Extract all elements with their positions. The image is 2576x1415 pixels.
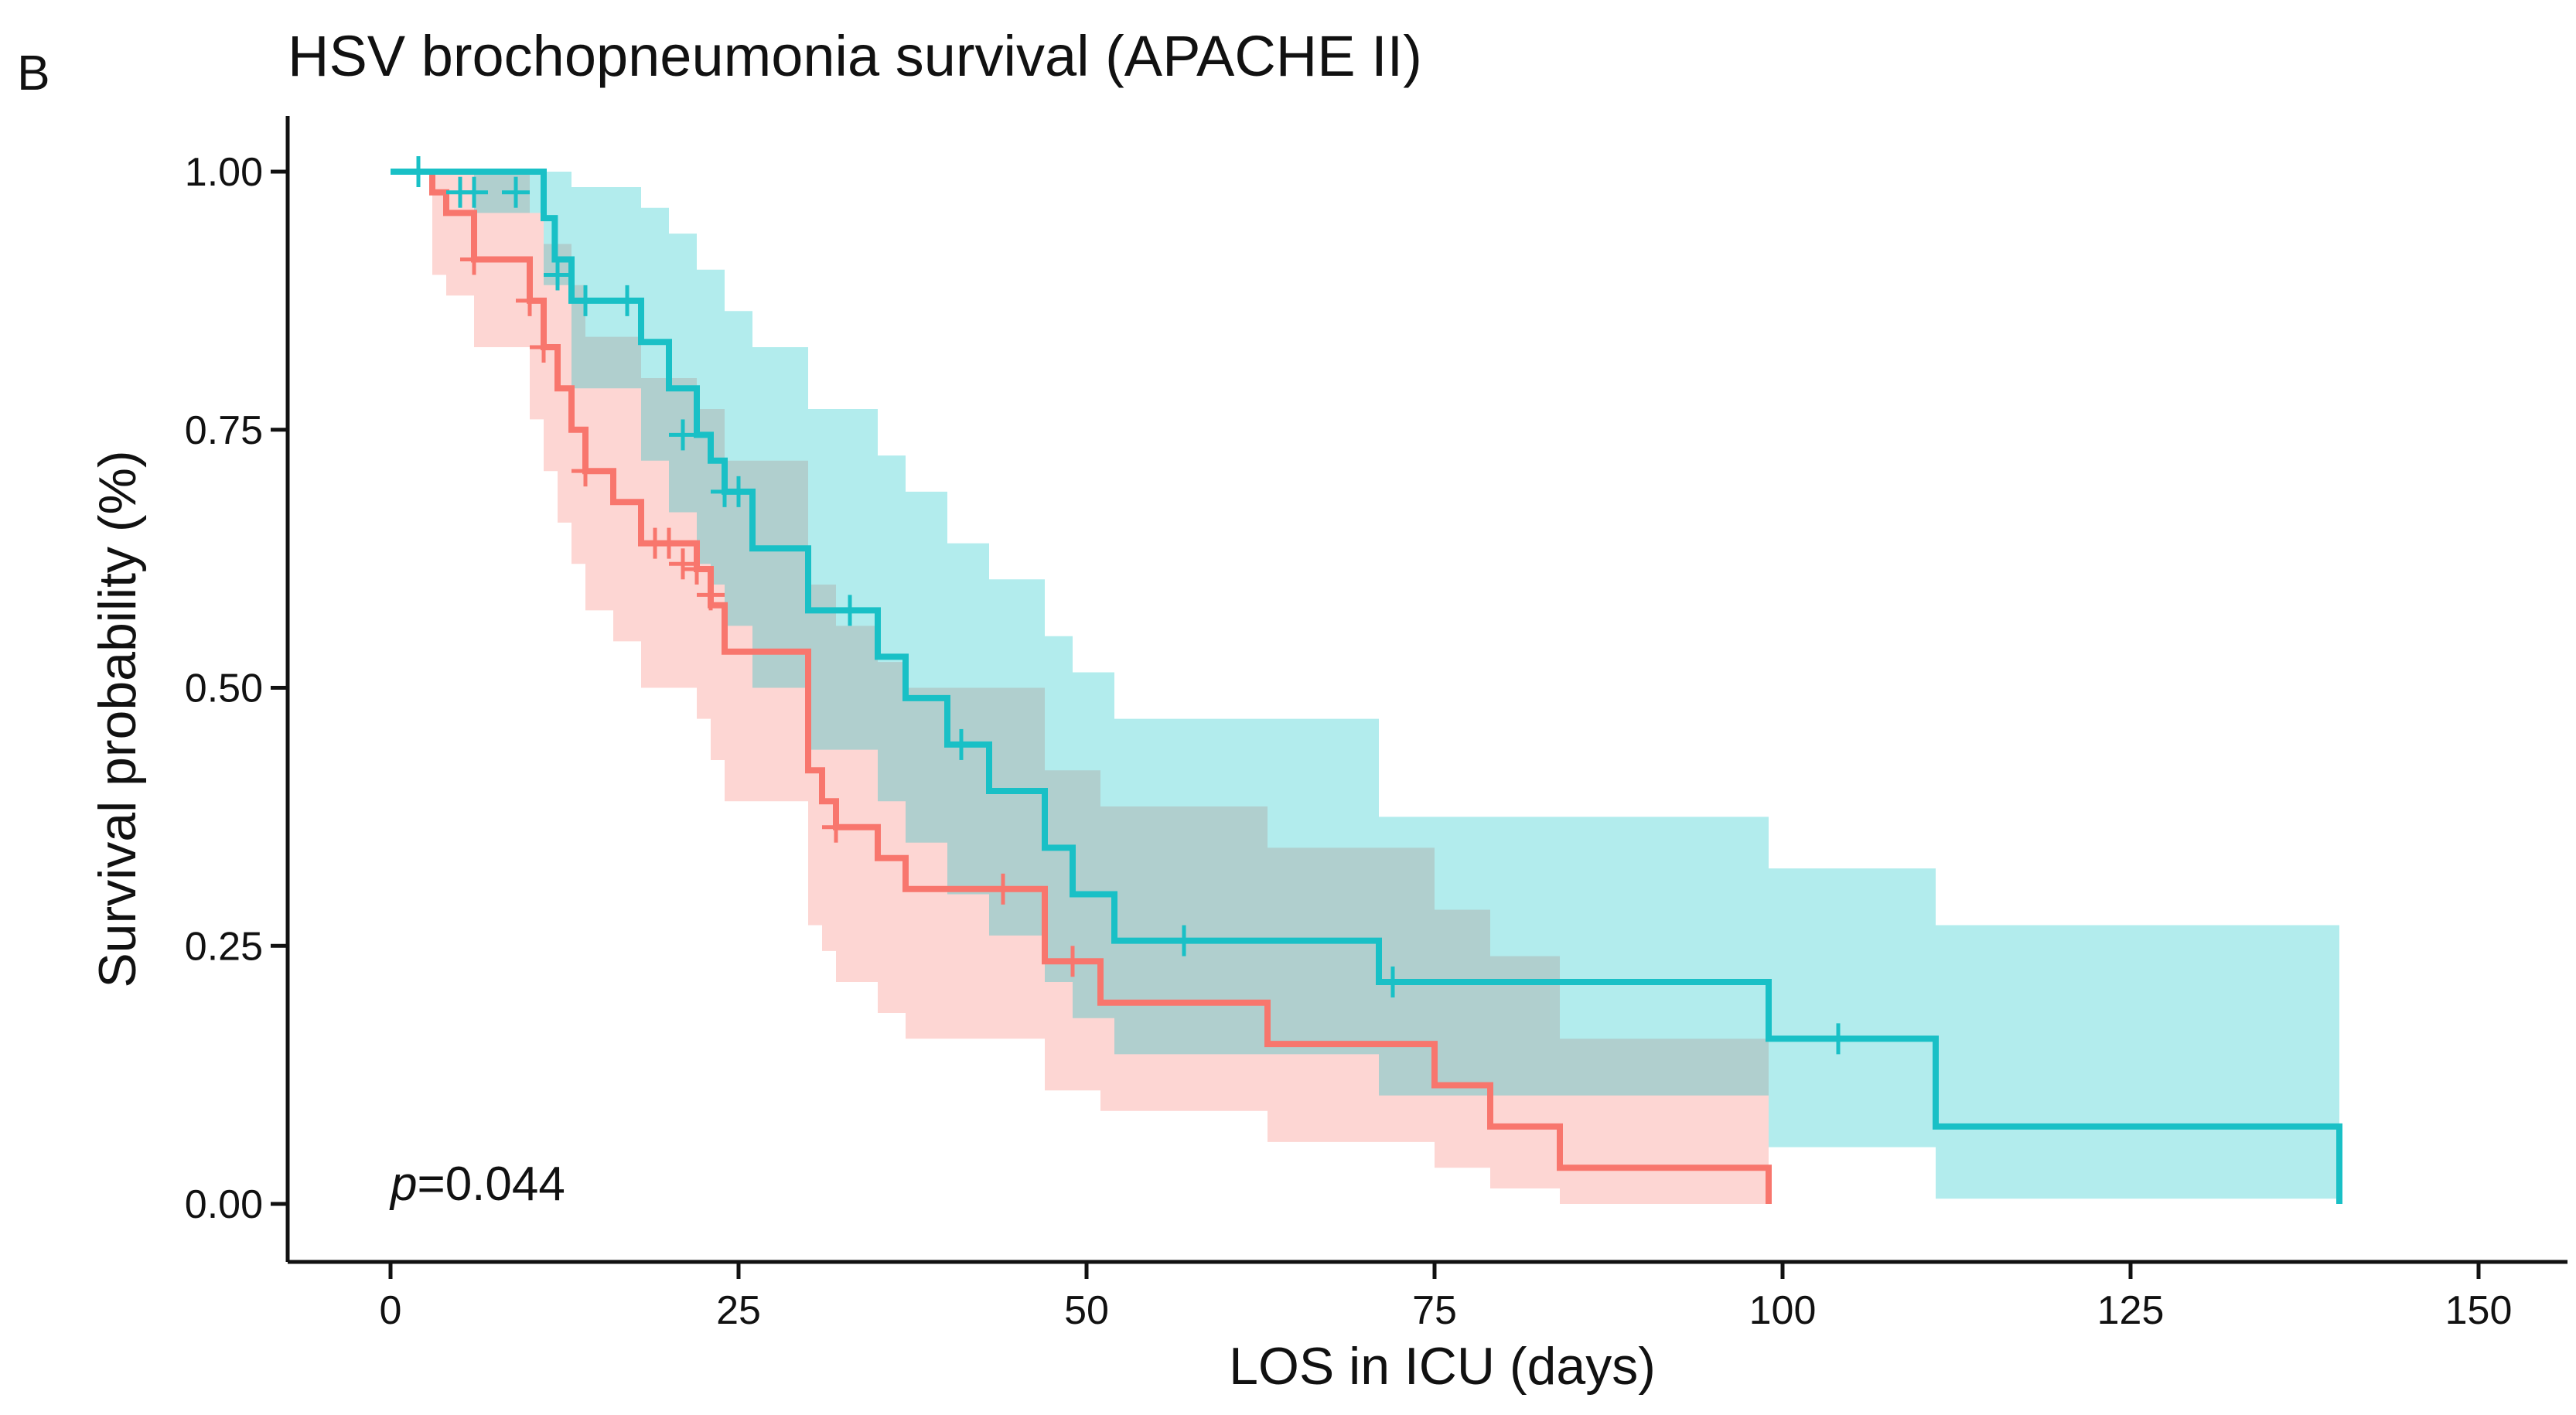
x-tick-label: 0: [380, 1288, 402, 1333]
chart-title: HSV brochopneumonia survival (APACHE II): [288, 24, 1422, 88]
confidence-band-2: [391, 172, 2339, 1199]
y-tick-label: 0.50: [185, 667, 263, 711]
x-tick-label: 100: [1749, 1288, 1817, 1333]
censor-marks: [404, 156, 1852, 1055]
y-tick-label: 0.25: [185, 924, 263, 969]
y-tick-label: 1.00: [185, 150, 263, 195]
x-tick-label: 125: [2097, 1288, 2165, 1333]
p-value-prefix: p: [389, 1158, 417, 1211]
x-tick-label: 75: [1412, 1288, 1457, 1333]
x-tick-label: 50: [1064, 1288, 1109, 1333]
x-axis-ticks: 0 25 50 75 100 125 150: [380, 1262, 2513, 1333]
x-tick-label: 150: [2445, 1288, 2513, 1333]
y-tick-label: 0.75: [185, 408, 263, 453]
y-axis-title: Survival probability (%): [88, 450, 147, 987]
panel-letter: B: [17, 45, 50, 101]
y-tick-label: 0.00: [185, 1182, 263, 1227]
x-axis-title: LOS in ICU (days): [1229, 1337, 1656, 1396]
x-tick-label: 25: [716, 1288, 761, 1333]
confidence-band-1: [391, 172, 1769, 1204]
y-axis-ticks: 0.00 0.25 0.50 0.75 1.00: [185, 150, 288, 1227]
confidence-bands: [391, 172, 2339, 1204]
p-value-annotation: p=0.044: [389, 1158, 565, 1211]
p-value-text: =0.044: [417, 1158, 565, 1211]
